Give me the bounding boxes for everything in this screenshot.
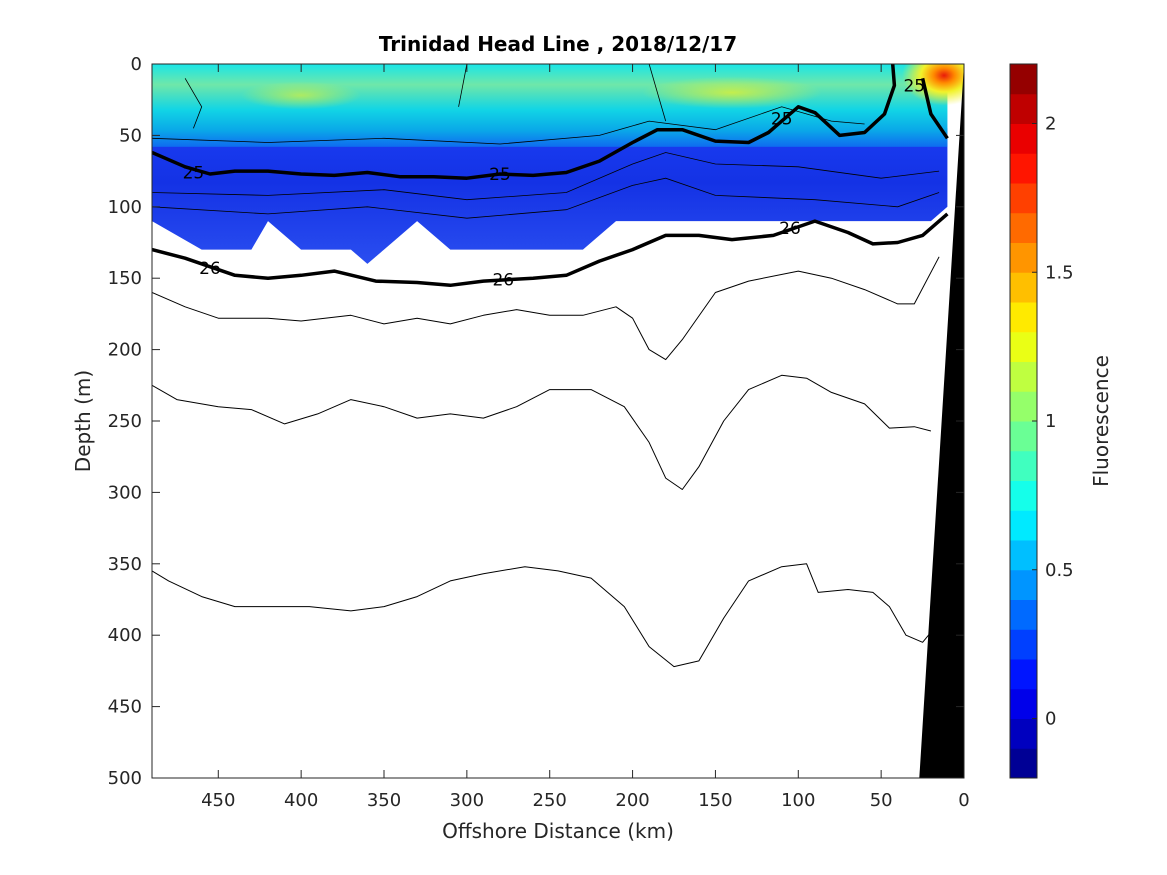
bathymetry-wedge (919, 64, 964, 778)
y-tick-label: 500 (108, 768, 142, 789)
x-tick-label: 50 (870, 790, 893, 811)
y-tick-label: 350 (108, 554, 142, 575)
contour-line (152, 64, 897, 180)
colorbar-tick-label: 1.5 (1045, 262, 1074, 283)
colorbar-segment (1010, 688, 1037, 719)
y-tick-label: 0 (131, 54, 142, 75)
y-tick-label: 200 (108, 340, 142, 361)
colorbar-segment (1010, 302, 1037, 333)
contour-label: 25 (771, 109, 793, 129)
contour-line (184, 78, 203, 129)
chart-title: Trinidad Head Line , 2018/12/17 (379, 32, 737, 56)
contour-line (152, 256, 940, 361)
contour-line (458, 64, 468, 107)
contour-line (152, 374, 932, 490)
x-tick-label: 100 (781, 790, 815, 811)
y-tick-label: 250 (108, 411, 142, 432)
fluorescence-hotspot (902, 64, 964, 106)
colorbar-segment (1010, 272, 1037, 303)
fluorescence-deep-layer (152, 128, 948, 264)
contour-line (920, 77, 949, 140)
y-axis-label: Depth (m) (71, 370, 95, 472)
contour-label: 26 (199, 259, 221, 279)
colorbar-tick-label: 0.5 (1045, 560, 1074, 581)
x-tick-label: 150 (698, 790, 732, 811)
contour-line (648, 64, 667, 122)
colorbar-segment (1010, 450, 1037, 481)
x-tick-label: 350 (367, 790, 401, 811)
colorbar-segment (1010, 629, 1037, 660)
bathymetry (919, 64, 964, 778)
colorbar-segment (1010, 153, 1037, 184)
x-tick-label: 300 (450, 790, 484, 811)
y-tick-label: 100 (108, 197, 142, 218)
colorbar-segment (1010, 540, 1037, 571)
fluorescence-patch (241, 81, 362, 110)
x-axis-ticks: 450 400 350 300 250 200 150 100 50 0 (201, 64, 970, 811)
colorbar-segment (1010, 599, 1037, 630)
contour-label: 26 (492, 271, 514, 291)
colorbar-segment (1010, 569, 1037, 600)
colorbar-segment (1010, 242, 1037, 273)
x-tick-label: 450 (201, 790, 235, 811)
contour-label: 25 (903, 76, 925, 96)
colorbar-segment (1010, 361, 1037, 392)
contour-label: 25 (183, 164, 205, 184)
contour-labels: 25 25 25 25 26 26 26 (183, 76, 925, 290)
fluorescence-patch (642, 76, 822, 109)
colorbar-segment (1010, 93, 1037, 124)
colorbar-segment (1010, 123, 1037, 154)
contour-line (152, 152, 940, 201)
fluorescence-field (152, 64, 964, 264)
colorbar-segment (1010, 480, 1037, 511)
x-tick-label: 200 (615, 790, 649, 811)
colorbar-ticks: 0 0.5 1 1.5 2 (1032, 114, 1074, 730)
colorbar (1010, 64, 1037, 779)
colorbar-tick-label: 0 (1045, 709, 1056, 730)
contour-line (152, 563, 932, 668)
contour-line (152, 106, 865, 145)
colorbar-tick-label: 1 (1045, 411, 1056, 432)
colorbar-segment (1010, 510, 1037, 541)
y-tick-label: 300 (108, 482, 142, 503)
y-tick-label: 450 (108, 697, 142, 718)
colorbar-segment (1010, 748, 1037, 779)
colorbar-segment (1010, 718, 1037, 749)
colorbar-segment (1010, 659, 1037, 690)
colorbar-tick-label: 2 (1045, 114, 1056, 135)
x-tick-label: 0 (958, 790, 969, 811)
x-axis-label: Offshore Distance (km) (442, 819, 674, 843)
colorbar-segment (1010, 331, 1037, 362)
y-tick-label: 400 (108, 625, 142, 646)
contour-line (152, 212, 949, 288)
y-tick-label: 150 (108, 268, 142, 289)
y-axis-ticks: 0 50 100 150 200 250 300 350 400 450 500 (108, 54, 964, 789)
colorbar-segment (1010, 391, 1037, 422)
density-contours (152, 64, 949, 668)
x-tick-label: 400 (284, 790, 318, 811)
contour-line (152, 177, 940, 219)
colorbar-segment (1010, 183, 1037, 214)
y-tick-label: 50 (119, 125, 142, 146)
colorbar-segment (1010, 421, 1037, 452)
contour-label: 25 (489, 165, 511, 185)
colorbar-label: Fluorescence (1089, 355, 1113, 487)
colorbar-segment (1010, 64, 1037, 95)
x-tick-label: 250 (533, 790, 567, 811)
colorbar-segment (1010, 212, 1037, 243)
contour-label: 26 (779, 219, 801, 239)
